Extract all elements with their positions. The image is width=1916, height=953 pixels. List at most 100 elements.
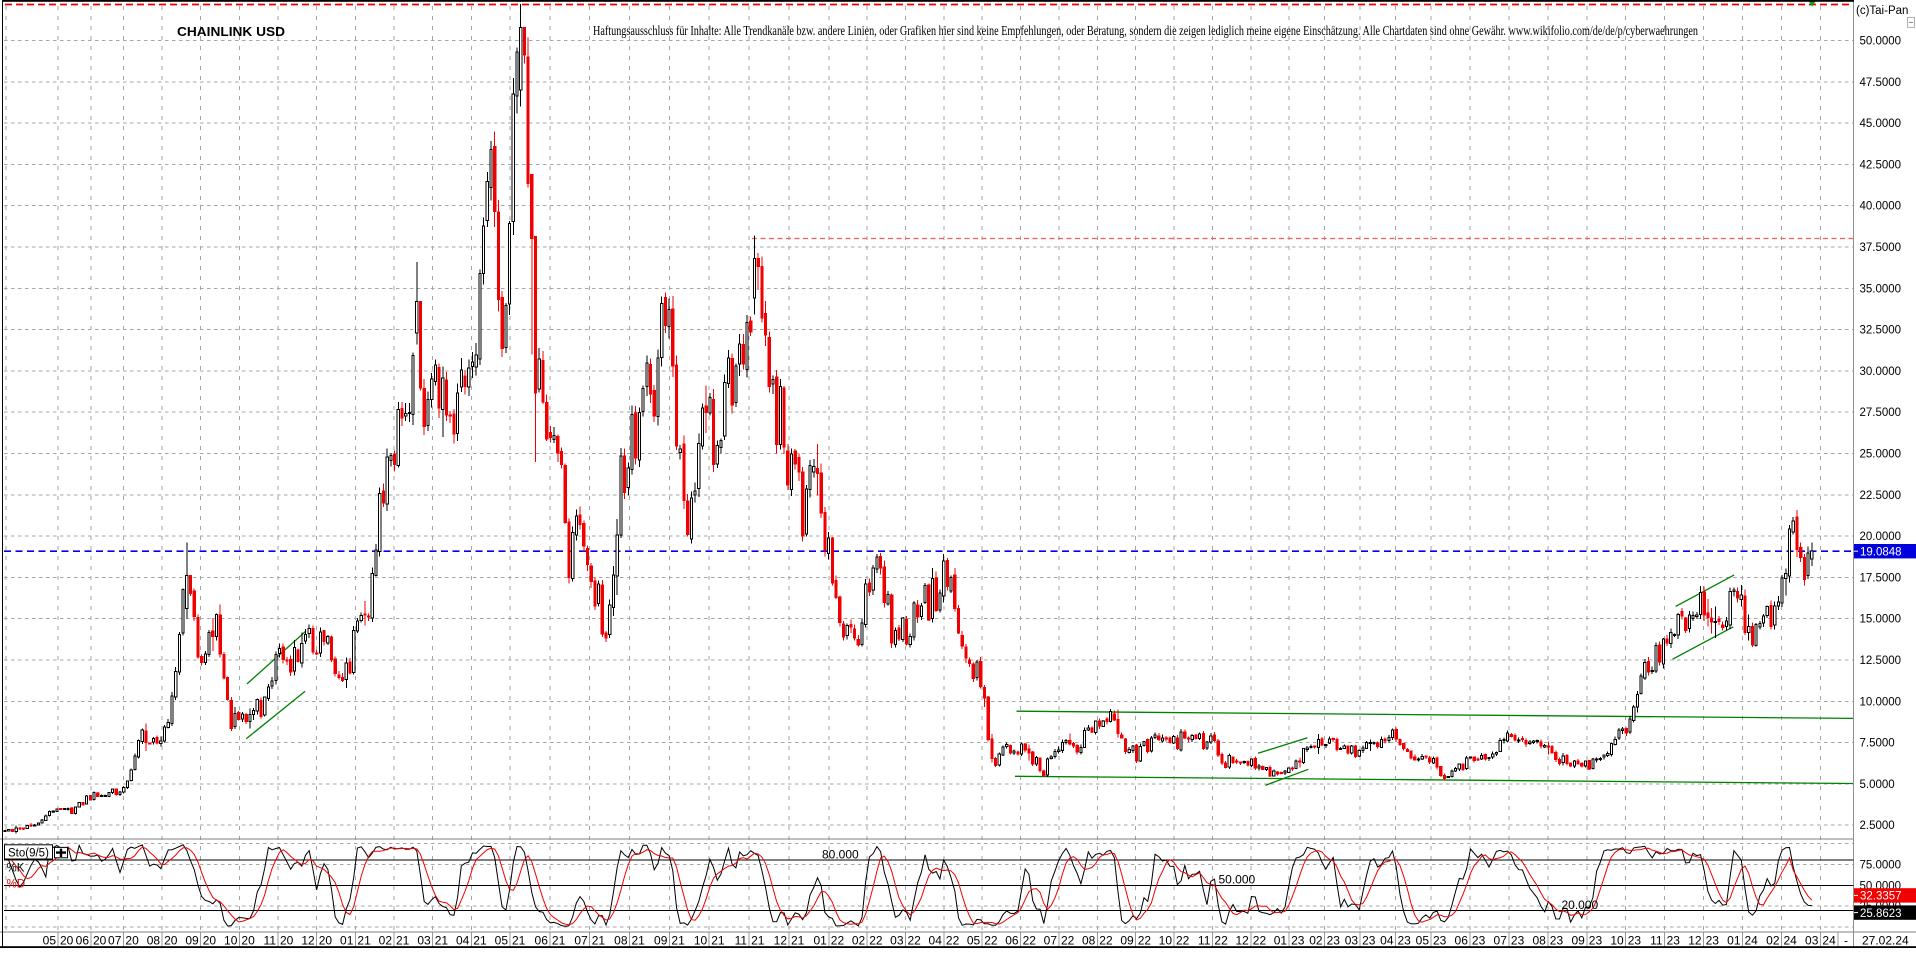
- svg-text:23: 23: [1327, 934, 1341, 948]
- svg-text:75.0000: 75.0000: [1860, 859, 1902, 871]
- svg-text:08: 08: [147, 934, 161, 948]
- svg-text:7.5000: 7.5000: [1860, 738, 1895, 750]
- svg-text:01: 01: [340, 934, 354, 948]
- svg-text:20: 20: [164, 934, 178, 948]
- svg-text:23: 23: [1291, 934, 1305, 948]
- svg-text:03: 03: [1345, 934, 1359, 948]
- svg-text:23: 23: [1362, 934, 1376, 948]
- svg-text:40.0000: 40.0000: [1860, 201, 1902, 213]
- svg-text:04: 04: [456, 934, 470, 948]
- svg-text:19.0848: 19.0848: [1860, 546, 1902, 558]
- svg-text:22: 22: [831, 934, 845, 948]
- svg-text:22: 22: [1061, 934, 1075, 948]
- svg-text:%D: %D: [7, 878, 26, 890]
- svg-text:03: 03: [417, 934, 431, 948]
- svg-text:23: 23: [1550, 934, 1564, 948]
- svg-text:%K: %K: [7, 862, 25, 874]
- svg-text:21: 21: [751, 934, 765, 948]
- svg-text:07: 07: [574, 934, 588, 948]
- svg-text:08: 08: [614, 934, 628, 948]
- svg-text:07: 07: [1494, 934, 1508, 948]
- svg-text:06: 06: [535, 934, 549, 948]
- svg-text:12: 12: [1235, 934, 1249, 948]
- svg-text:20.000: 20.000: [1562, 898, 1599, 912]
- svg-text:21: 21: [552, 934, 566, 948]
- svg-text:25.8623: 25.8623: [1860, 908, 1902, 920]
- svg-text:09: 09: [654, 934, 668, 948]
- svg-text:21: 21: [592, 934, 606, 948]
- svg-text:01: 01: [813, 934, 827, 948]
- svg-text:30.0000: 30.0000: [1860, 366, 1902, 378]
- svg-text:-: -: [1844, 934, 1848, 948]
- svg-text:47.5000: 47.5000: [1860, 77, 1902, 89]
- svg-text:(c)Tai-Pan: (c)Tai-Pan: [1856, 5, 1908, 17]
- svg-text:21: 21: [435, 934, 449, 948]
- svg-text:09: 09: [1120, 934, 1134, 948]
- svg-text:21: 21: [791, 934, 805, 948]
- svg-text:12: 12: [774, 934, 788, 948]
- svg-text:22: 22: [1099, 934, 1113, 948]
- svg-text:06: 06: [1455, 934, 1469, 948]
- svg-text:11: 11: [735, 934, 748, 948]
- svg-text:11: 11: [1198, 934, 1211, 948]
- svg-text:24: 24: [1784, 934, 1798, 948]
- svg-text:23: 23: [1628, 934, 1642, 948]
- svg-text:20: 20: [93, 934, 107, 948]
- svg-text:12.5000: 12.5000: [1860, 655, 1902, 667]
- svg-text:05: 05: [495, 934, 509, 948]
- svg-text:10: 10: [1159, 934, 1173, 948]
- svg-text:02: 02: [852, 934, 866, 948]
- svg-text:07: 07: [108, 934, 122, 948]
- svg-text:80.000: 80.000: [822, 848, 859, 862]
- svg-text:45.0000: 45.0000: [1860, 118, 1902, 130]
- svg-text:05: 05: [1416, 934, 1430, 948]
- svg-text:20: 20: [280, 934, 294, 948]
- svg-text:09: 09: [1571, 934, 1585, 948]
- svg-text:27.02.24: 27.02.24: [1862, 934, 1909, 948]
- svg-text:17.5000: 17.5000: [1860, 572, 1902, 584]
- svg-text:22: 22: [1138, 934, 1152, 948]
- svg-text:07: 07: [1044, 934, 1058, 948]
- svg-text:5.0000: 5.0000: [1860, 779, 1895, 791]
- svg-text:03: 03: [1805, 934, 1819, 948]
- svg-text:23: 23: [1589, 934, 1603, 948]
- svg-text:42.5000: 42.5000: [1860, 159, 1902, 171]
- svg-text:15.0000: 15.0000: [1860, 614, 1902, 626]
- svg-text:06: 06: [1005, 934, 1019, 948]
- svg-text:20: 20: [60, 934, 74, 948]
- svg-text:10.0000: 10.0000: [1860, 696, 1902, 708]
- svg-text:21: 21: [357, 934, 371, 948]
- svg-text:08: 08: [1532, 934, 1546, 948]
- svg-text:21: 21: [473, 934, 487, 948]
- svg-text:Haftungsausschluss für Inhalte: Haftungsausschluss für Inhalte: Alle Tre…: [593, 23, 1698, 38]
- svg-text:05: 05: [967, 934, 981, 948]
- svg-text:11: 11: [264, 934, 277, 948]
- svg-text:02: 02: [1766, 934, 1780, 948]
- svg-text:22: 22: [869, 934, 883, 948]
- svg-text:05: 05: [43, 934, 57, 948]
- svg-text:06: 06: [76, 934, 90, 948]
- svg-text:12: 12: [1688, 934, 1702, 948]
- svg-text:11: 11: [1650, 934, 1663, 948]
- svg-text:23: 23: [1472, 934, 1486, 948]
- svg-text:32.5000: 32.5000: [1860, 325, 1902, 337]
- svg-text:22: 22: [1253, 934, 1267, 948]
- svg-text:20.0000: 20.0000: [1860, 531, 1902, 543]
- svg-text:Sto(9/5): Sto(9/5): [8, 847, 49, 859]
- svg-text:22: 22: [946, 934, 960, 948]
- svg-text:22.5000: 22.5000: [1860, 490, 1902, 502]
- svg-text:32.3357: 32.3357: [1860, 891, 1902, 903]
- svg-text:50.0000: 50.0000: [1860, 36, 1902, 48]
- svg-text:21: 21: [671, 934, 685, 948]
- svg-text:21: 21: [711, 934, 725, 948]
- svg-text:02: 02: [1309, 934, 1323, 948]
- svg-text:03: 03: [890, 934, 904, 948]
- svg-text:21: 21: [512, 934, 526, 948]
- svg-text:22: 22: [908, 934, 922, 948]
- svg-text:2.5000: 2.5000: [1860, 820, 1895, 832]
- svg-text:24: 24: [1822, 934, 1836, 948]
- svg-text:23: 23: [1706, 934, 1720, 948]
- svg-text:22: 22: [1176, 934, 1190, 948]
- svg-text:04: 04: [1380, 934, 1394, 948]
- svg-text:10: 10: [1610, 934, 1624, 948]
